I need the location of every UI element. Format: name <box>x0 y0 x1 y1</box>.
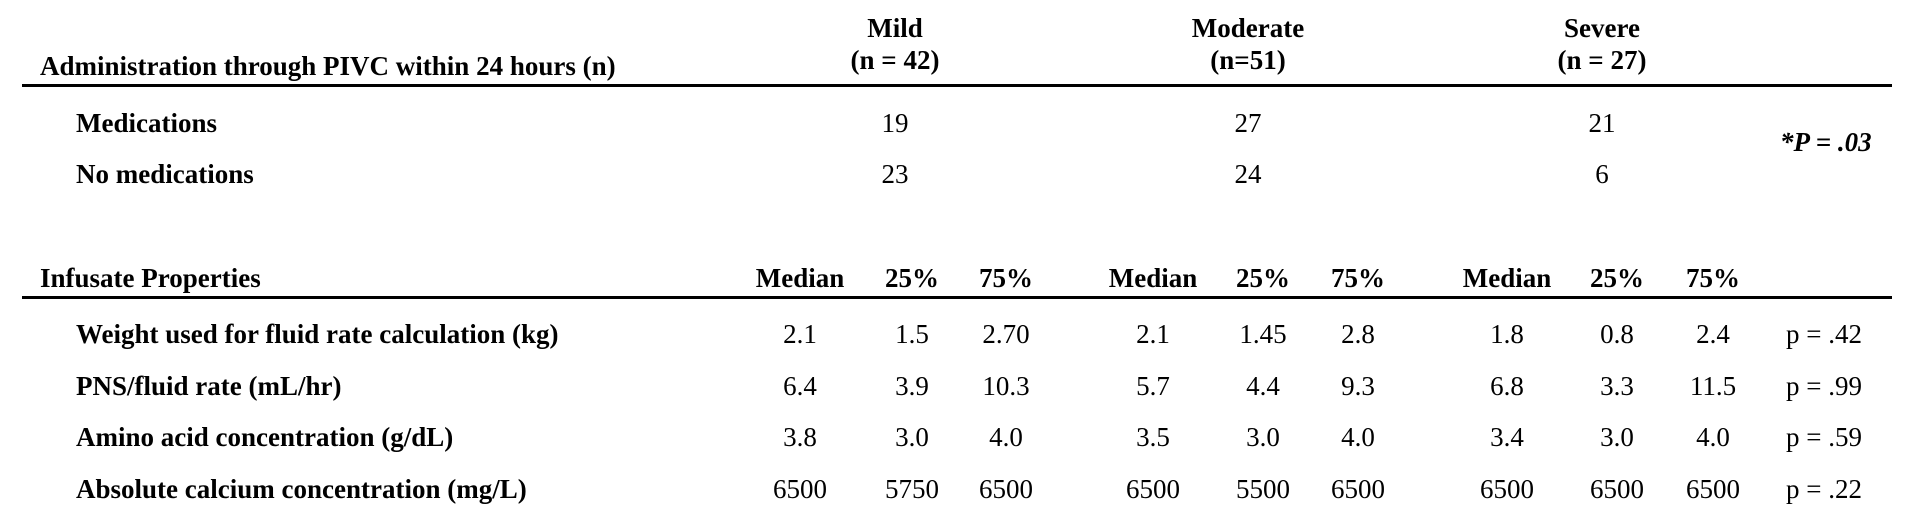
cell-value: 6.4 <box>783 371 817 401</box>
stat-header: 75% <box>1686 263 1740 293</box>
cell-value: 3.9 <box>895 371 929 401</box>
row-p-value: p = .22 <box>1786 474 1862 504</box>
row-label: Absolute calcium concentration (mg/L) <box>76 474 527 504</box>
cell-value: 3.0 <box>1246 422 1280 452</box>
stat-header: 25% <box>1590 263 1644 293</box>
cell-value: 6500 <box>979 474 1033 504</box>
cell-value: 5750 <box>885 474 939 504</box>
cell-value: 6500 <box>1686 474 1740 504</box>
group-header-moderate: Moderate (n=51) <box>1192 12 1304 76</box>
section1-title: Administration through PIVC within 24 ho… <box>40 51 616 81</box>
stat-header: 75% <box>979 263 1033 293</box>
cell-value: 6500 <box>1480 474 1534 504</box>
stat-header: Median <box>755 263 845 293</box>
cell-value: 1.8 <box>1490 319 1524 349</box>
cell-value: 1.5 <box>895 319 929 349</box>
cell-value: 3.3 <box>1600 371 1634 401</box>
cell-value: 23 <box>881 159 909 189</box>
cell-value: 27 <box>1234 108 1262 138</box>
stat-header: 25% <box>1236 263 1290 293</box>
row-label: PNS/fluid rate (mL/hr) <box>76 371 342 401</box>
stat-header: Median <box>1462 263 1552 293</box>
stat-header: 25% <box>885 263 939 293</box>
group-n: (n = 42) <box>850 45 940 75</box>
group-name: Moderate <box>1191 13 1305 43</box>
cell-value: 9.3 <box>1341 371 1375 401</box>
cell-value: 6.8 <box>1490 371 1524 401</box>
cell-value: 4.0 <box>989 422 1023 452</box>
cell-value: 5.7 <box>1136 371 1170 401</box>
cell-value: 6 <box>1595 159 1609 189</box>
row-p-value: p = .59 <box>1786 422 1862 452</box>
cell-value: 3.0 <box>1600 422 1634 452</box>
cell-value: 2.1 <box>783 319 817 349</box>
cell-value: 3.5 <box>1136 422 1170 452</box>
group-n: (n = 27) <box>1557 45 1647 75</box>
cell-value: 6500 <box>1331 474 1385 504</box>
cell-value: 10.3 <box>982 371 1030 401</box>
cell-value: 11.5 <box>1689 371 1737 401</box>
cell-value: 4.0 <box>1696 422 1730 452</box>
cell-value: 3.4 <box>1490 422 1524 452</box>
header-rule-1 <box>22 84 1892 87</box>
cell-value: 0.8 <box>1600 319 1634 349</box>
row-label-medications: Medications <box>76 108 217 138</box>
cell-value: 2.8 <box>1341 319 1375 349</box>
cell-value: 2.1 <box>1136 319 1170 349</box>
row-label: Amino acid concentration (g/dL) <box>76 422 454 452</box>
section2-title: Infusate Properties <box>40 263 261 293</box>
cell-value: 5500 <box>1236 474 1290 504</box>
cell-value: 3.0 <box>895 422 929 452</box>
cell-value: 19 <box>881 108 909 138</box>
group-header-severe: Severe (n = 27) <box>1558 12 1647 76</box>
group-header-mild: Mild (n = 42) <box>851 12 940 76</box>
stat-header: 75% <box>1331 263 1385 293</box>
cell-value: 21 <box>1588 108 1616 138</box>
cell-value: 2.70 <box>982 319 1030 349</box>
row-label-no-medications: No medications <box>76 159 254 189</box>
cell-value: 1.45 <box>1239 319 1287 349</box>
header-rule-2 <box>22 296 1892 299</box>
cell-value: 24 <box>1234 159 1262 189</box>
cell-value: 6500 <box>1590 474 1644 504</box>
cell-value: 2.4 <box>1696 319 1730 349</box>
cell-value: 4.0 <box>1341 422 1375 452</box>
cell-value: 4.4 <box>1246 371 1280 401</box>
row-p-value: p = .42 <box>1786 319 1862 349</box>
group-name: Mild <box>867 13 923 43</box>
group-name: Severe <box>1564 13 1640 43</box>
cell-value: 6500 <box>1126 474 1180 504</box>
section1-p-value: *P = .03 <box>1780 127 1872 157</box>
stat-header: Median <box>1108 263 1198 293</box>
cell-value: 3.8 <box>783 422 817 452</box>
row-p-value: p = .99 <box>1786 371 1862 401</box>
row-label: Weight used for fluid rate calculation (… <box>76 319 559 349</box>
group-n: (n=51) <box>1210 45 1286 75</box>
cell-value: 6500 <box>773 474 827 504</box>
